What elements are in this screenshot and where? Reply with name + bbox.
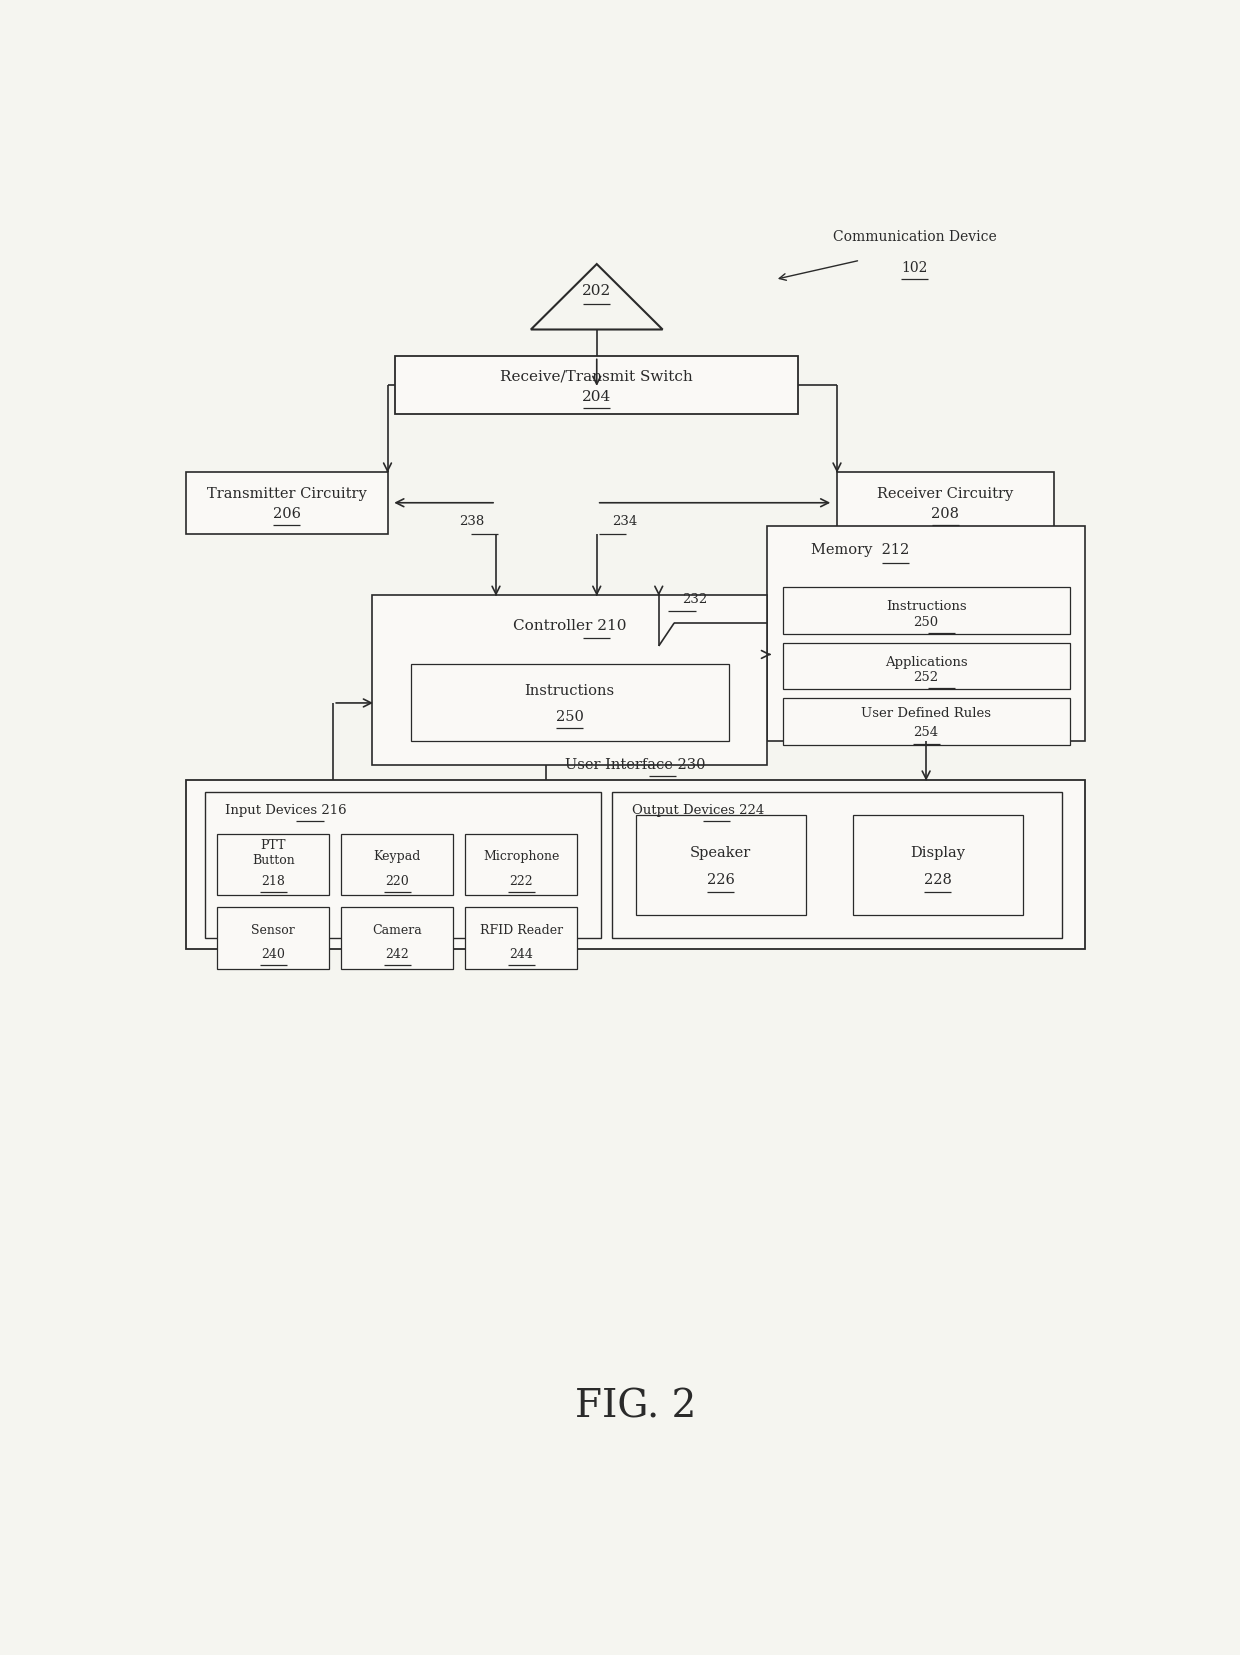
Text: 242: 242 bbox=[386, 948, 409, 962]
Text: PTT
Button: PTT Button bbox=[252, 839, 295, 867]
Text: User Interface 230: User Interface 230 bbox=[565, 758, 706, 771]
Text: Camera: Camera bbox=[372, 923, 422, 937]
Text: Output Devices 224: Output Devices 224 bbox=[631, 804, 764, 818]
Text: 250: 250 bbox=[556, 710, 584, 723]
FancyBboxPatch shape bbox=[837, 472, 1054, 533]
FancyBboxPatch shape bbox=[768, 526, 1085, 741]
Text: Instructions: Instructions bbox=[525, 685, 615, 698]
Text: User Defined Rules: User Defined Rules bbox=[861, 707, 991, 720]
Text: Keypad: Keypad bbox=[373, 851, 420, 864]
Text: RFID Reader: RFID Reader bbox=[480, 923, 563, 937]
FancyBboxPatch shape bbox=[782, 642, 1069, 688]
FancyBboxPatch shape bbox=[372, 596, 768, 765]
Text: 208: 208 bbox=[931, 508, 960, 521]
Text: Transmitter Circuitry: Transmitter Circuitry bbox=[207, 487, 367, 500]
Text: Input Devices 216: Input Devices 216 bbox=[224, 804, 346, 818]
Text: 206: 206 bbox=[273, 508, 301, 521]
FancyBboxPatch shape bbox=[410, 664, 729, 741]
FancyBboxPatch shape bbox=[186, 780, 1085, 950]
Text: 220: 220 bbox=[386, 875, 409, 889]
Text: 234: 234 bbox=[613, 515, 637, 528]
Text: Controller 210: Controller 210 bbox=[513, 619, 626, 632]
FancyBboxPatch shape bbox=[613, 791, 1061, 938]
Text: 244: 244 bbox=[510, 948, 533, 962]
FancyBboxPatch shape bbox=[782, 698, 1069, 745]
Text: 250: 250 bbox=[914, 616, 939, 629]
Text: 238: 238 bbox=[459, 515, 485, 528]
Text: 228: 228 bbox=[924, 874, 951, 887]
Text: Communication Device: Communication Device bbox=[832, 230, 997, 243]
Text: Instructions: Instructions bbox=[885, 601, 966, 614]
Text: 254: 254 bbox=[914, 727, 939, 740]
Text: 232: 232 bbox=[682, 592, 707, 606]
FancyBboxPatch shape bbox=[217, 834, 330, 895]
Text: Speaker: Speaker bbox=[691, 846, 751, 861]
FancyBboxPatch shape bbox=[396, 356, 799, 414]
Text: 222: 222 bbox=[510, 875, 533, 889]
Text: Receiver Circuitry: Receiver Circuitry bbox=[878, 487, 1013, 500]
FancyBboxPatch shape bbox=[217, 907, 330, 968]
Text: Microphone: Microphone bbox=[484, 851, 559, 864]
FancyBboxPatch shape bbox=[341, 834, 454, 895]
Text: 226: 226 bbox=[707, 874, 734, 887]
Text: FIG. 2: FIG. 2 bbox=[575, 1389, 696, 1427]
Text: Applications: Applications bbox=[885, 655, 967, 669]
FancyBboxPatch shape bbox=[853, 814, 1023, 915]
Text: Sensor: Sensor bbox=[252, 923, 295, 937]
Text: Display: Display bbox=[910, 846, 965, 861]
FancyBboxPatch shape bbox=[635, 814, 806, 915]
Text: Receive/Transmit Switch: Receive/Transmit Switch bbox=[501, 369, 693, 382]
Text: 204: 204 bbox=[582, 391, 611, 404]
Text: 218: 218 bbox=[262, 875, 285, 889]
FancyBboxPatch shape bbox=[465, 907, 578, 968]
Text: 240: 240 bbox=[262, 948, 285, 962]
FancyBboxPatch shape bbox=[782, 588, 1069, 634]
Text: 202: 202 bbox=[582, 285, 611, 298]
FancyBboxPatch shape bbox=[186, 472, 387, 533]
Text: Memory  212: Memory 212 bbox=[811, 543, 909, 558]
Text: 252: 252 bbox=[914, 670, 939, 684]
Text: 102: 102 bbox=[901, 261, 928, 275]
FancyBboxPatch shape bbox=[206, 791, 600, 938]
FancyBboxPatch shape bbox=[465, 834, 578, 895]
FancyBboxPatch shape bbox=[341, 907, 454, 968]
